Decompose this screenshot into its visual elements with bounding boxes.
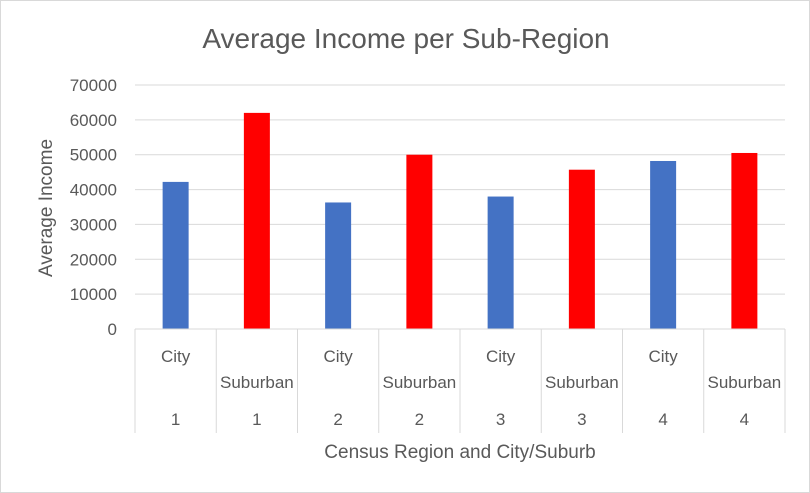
x-tick-label-sub: City xyxy=(486,347,516,366)
y-tick-label: 10000 xyxy=(70,285,117,304)
x-tick-label-region: 4 xyxy=(740,410,749,429)
y-axis-title: Average Income xyxy=(36,139,57,277)
bar-city-1 xyxy=(162,181,189,329)
y-tick-label: 50000 xyxy=(70,146,117,165)
x-tick-label-region: 1 xyxy=(171,410,180,429)
bars xyxy=(162,112,758,329)
bar-city-4 xyxy=(650,160,677,329)
x-tick-label-sub: Suburban xyxy=(383,373,457,392)
bar-city-2 xyxy=(325,202,352,329)
x-tick-label-region: 3 xyxy=(496,410,505,429)
bar-suburban-2 xyxy=(406,154,433,329)
gridlines xyxy=(135,84,785,330)
x-tick-label-region: 3 xyxy=(577,410,586,429)
bar-suburban-3 xyxy=(568,169,595,329)
bar-suburban-4 xyxy=(731,152,758,329)
x-tick-label-sub: Suburban xyxy=(708,373,782,392)
y-tick-label: 60000 xyxy=(70,111,117,130)
x-tick-label-sub: Suburban xyxy=(220,373,294,392)
x-axis: City 1 Suburban 1 City 2 Suburban 2 City 3 Suburba… xyxy=(134,328,786,433)
x-tick-label-region: 2 xyxy=(333,410,342,429)
chart-title: Average Income per Sub-Region xyxy=(202,23,609,54)
x-tick-label-region: 4 xyxy=(658,410,667,429)
y-tick-label: 70000 xyxy=(70,76,117,95)
bar-suburban-1 xyxy=(243,112,270,329)
x-tick-label-sub: City xyxy=(648,347,678,366)
y-tick-label: 30000 xyxy=(70,215,117,234)
x-tick-label-region: 2 xyxy=(415,410,424,429)
y-tick-label: 0 xyxy=(108,320,117,339)
y-tick-label: 40000 xyxy=(70,181,117,200)
y-tick-label: 20000 xyxy=(70,250,117,269)
bar-city-3 xyxy=(487,196,514,329)
x-tick-label-sub: City xyxy=(161,347,191,366)
y-axis-tick-labels: 0 10000 20000 30000 40000 50000 60000 70000 xyxy=(70,76,117,339)
x-tick-label-sub: Suburban xyxy=(545,373,619,392)
x-tick-label-region: 1 xyxy=(252,410,261,429)
x-axis-title: Census Region and City/Suburb xyxy=(324,442,595,463)
x-tick-label-sub: City xyxy=(323,347,353,366)
